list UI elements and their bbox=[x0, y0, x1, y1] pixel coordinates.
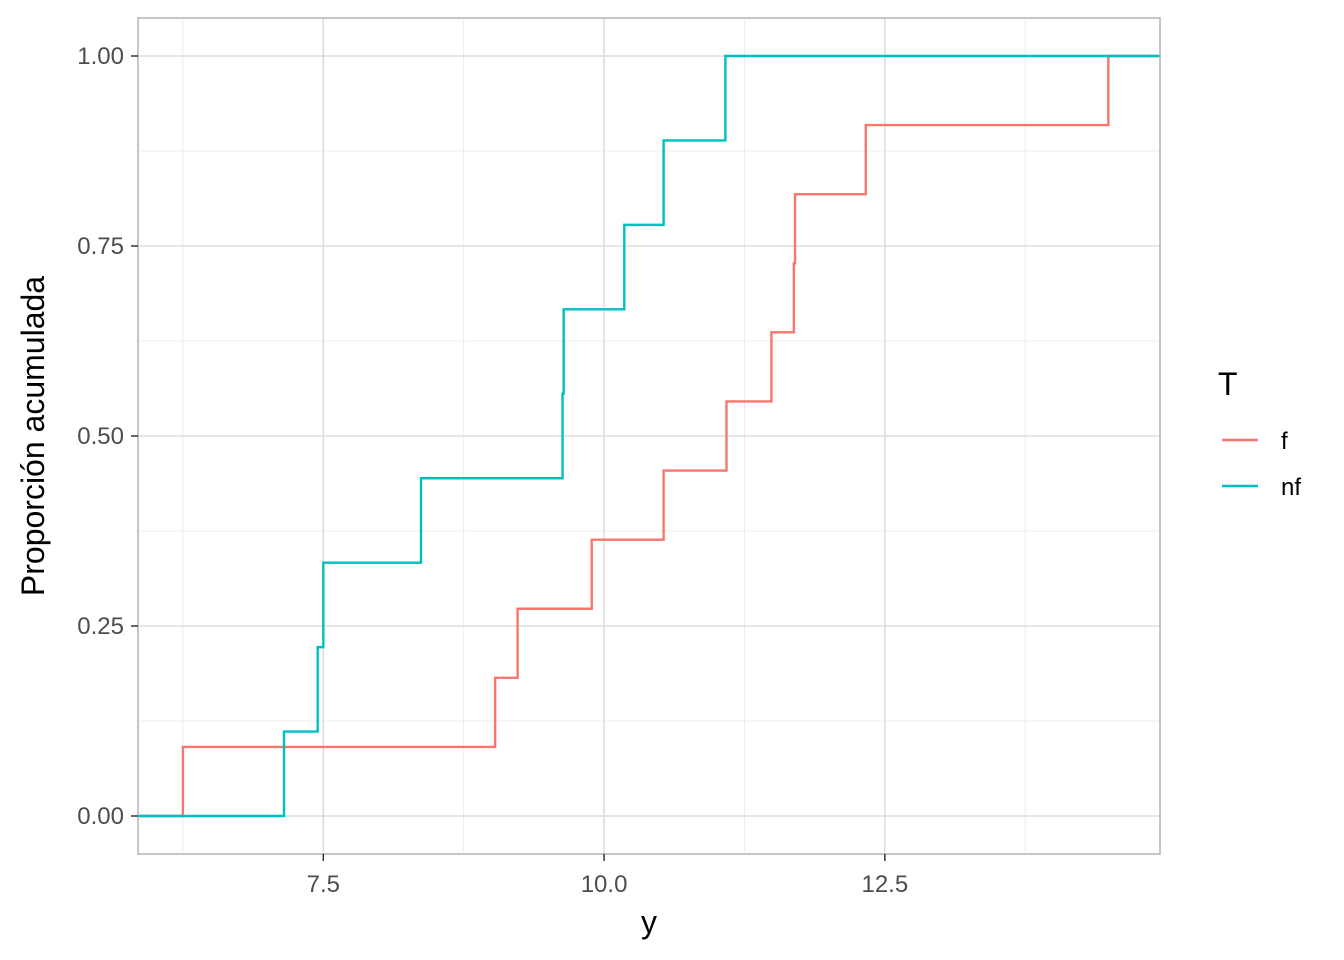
major-gridlines bbox=[138, 18, 1160, 854]
x-tick-label: 12.5 bbox=[861, 871, 908, 898]
series-line-f bbox=[138, 54, 1160, 818]
series-line-nf bbox=[138, 54, 1160, 818]
legend-title: T bbox=[1218, 366, 1238, 402]
y-axis-title: Proporción acumulada bbox=[15, 276, 51, 596]
x-tick-label: 7.5 bbox=[307, 871, 340, 898]
legend: T f nf bbox=[1218, 366, 1301, 501]
series-lines bbox=[138, 54, 1160, 818]
legend-label-nf: nf bbox=[1281, 474, 1301, 501]
legend-label-f: f bbox=[1281, 428, 1288, 455]
y-tick-label: 0.00 bbox=[77, 803, 124, 830]
y-tick-label: 1.00 bbox=[77, 43, 124, 70]
y-tick-label: 0.50 bbox=[77, 423, 124, 450]
x-axis-ticks: 7.5 10.0 12.5 bbox=[307, 854, 908, 898]
y-tick-label: 0.25 bbox=[77, 613, 124, 640]
y-tick-label: 0.75 bbox=[77, 233, 124, 260]
x-tick-label: 10.0 bbox=[581, 871, 628, 898]
y-axis-ticks: 0.00 0.25 0.50 0.75 1.00 bbox=[77, 43, 138, 830]
x-axis-title: y bbox=[641, 904, 657, 940]
